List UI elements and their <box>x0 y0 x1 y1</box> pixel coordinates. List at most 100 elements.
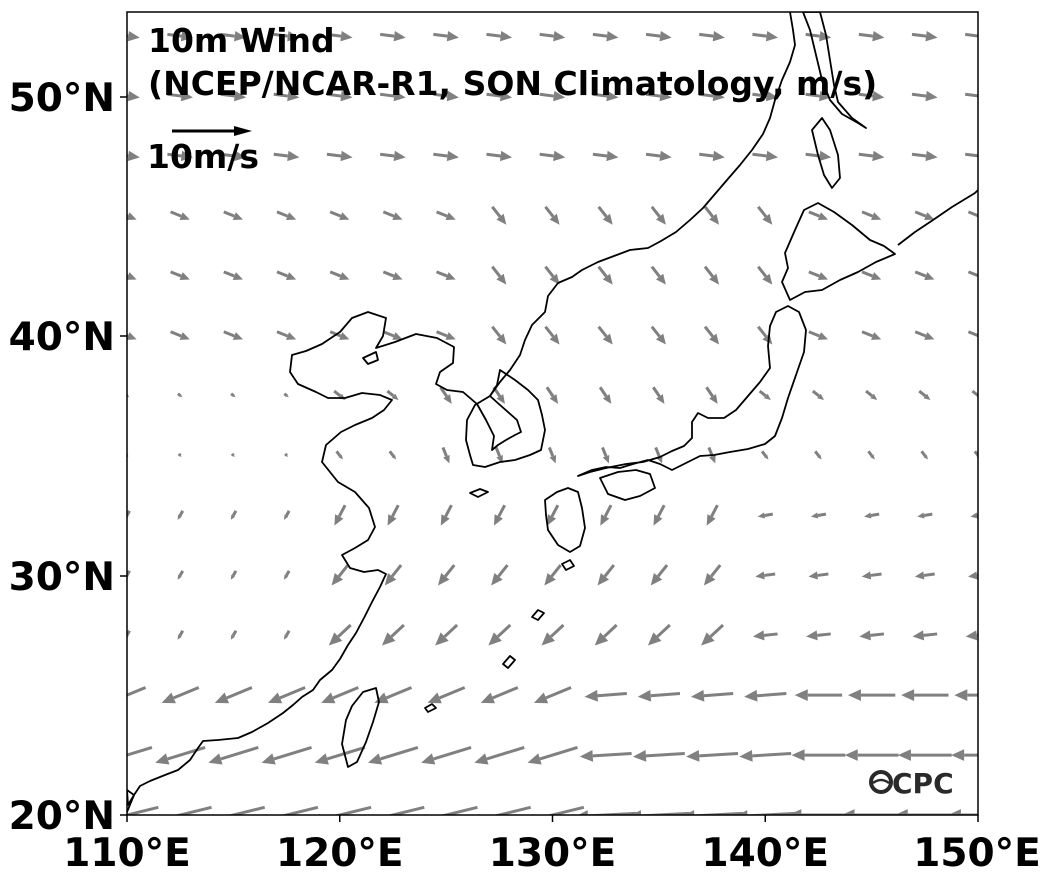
wind-arrow-shaft <box>597 692 627 698</box>
wind-arrow-shaft <box>914 270 927 278</box>
wind-arrow-head <box>924 272 935 280</box>
wind-arrow-shaft <box>914 330 927 338</box>
wind-arrow-head <box>533 692 549 704</box>
wind-arrow-head <box>493 514 503 526</box>
wind-arrow-head <box>794 689 808 701</box>
wind-arrow-head <box>208 753 223 765</box>
wind-arrow-shaft <box>491 325 502 338</box>
wind-arrow-shaft <box>170 210 182 218</box>
wind-arrow-head <box>979 31 991 41</box>
wind-arrow-shaft <box>656 564 669 578</box>
coastline-ryukyu-1 <box>531 609 545 621</box>
reference-vector-key: 10m/s <box>147 126 259 176</box>
wind-arrow-head <box>230 514 235 520</box>
wind-arrow-shaft <box>545 686 572 700</box>
wind-arrow-head <box>232 272 243 280</box>
wind-arrow-shaft <box>923 572 935 577</box>
wind-arrow-head <box>914 571 925 580</box>
wind-arrow-head <box>602 333 613 345</box>
wind-arrow-head <box>763 454 769 460</box>
wind-arrow-head <box>968 571 978 580</box>
wind-arrow-shaft <box>965 152 978 158</box>
wind-arrow-head <box>925 150 938 162</box>
wind-arrow-head <box>437 573 450 586</box>
wind-arrow-shaft <box>652 386 661 398</box>
wind-arrow-shaft <box>273 92 289 98</box>
coastline-shandong-island <box>362 351 379 365</box>
wind-arrow-head <box>817 332 829 340</box>
wind-arrow-head <box>491 573 503 586</box>
wind-arrow-shaft <box>603 564 616 578</box>
wind-arrow-shaft <box>439 386 448 398</box>
wind-arrow-shaft <box>337 504 347 518</box>
wind-arrow-shaft <box>178 629 185 637</box>
wind-arrow-head <box>925 30 938 42</box>
wind-arrow-head <box>287 90 300 102</box>
logo-emblem-icon <box>869 770 893 794</box>
wind-arrow-head <box>232 394 236 398</box>
wind-arrow-head <box>712 90 725 102</box>
wind-arrow-shaft <box>382 330 395 338</box>
wind-arrow-shaft <box>337 564 350 578</box>
wind-arrow-shaft <box>127 34 129 38</box>
wind-arrow-head <box>637 689 652 702</box>
wind-arrow-shaft <box>486 32 501 38</box>
wind-arrow-head <box>924 332 935 340</box>
wind-arrow-head <box>606 30 619 42</box>
wind-arrow-head <box>549 333 560 345</box>
wind-arrow-head <box>321 692 336 704</box>
wind-arrow-head <box>102 753 116 764</box>
wind-arrow-shaft <box>808 270 820 278</box>
wind-arrow-head <box>340 150 353 162</box>
wind-arrow-head <box>549 213 560 225</box>
wind-arrow-head <box>180 150 193 162</box>
wind-vector-field <box>102 30 991 815</box>
wind-arrow-head <box>435 632 449 646</box>
wind-arrow-shaft <box>386 389 395 398</box>
wind-arrow-shaft <box>167 92 182 98</box>
wind-arrow-shaft <box>657 504 666 518</box>
wind-arrow-shaft <box>231 510 238 517</box>
wind-arrow-shaft <box>223 270 235 278</box>
wind-arrow-shaft <box>598 386 608 398</box>
wind-arrow-head <box>594 632 609 646</box>
wind-arrow-shaft <box>494 446 502 457</box>
wind-arrow-head <box>841 809 855 815</box>
wind-arrow-head <box>230 634 235 640</box>
wind-arrow-head <box>284 574 289 580</box>
wind-arrow-shaft <box>805 92 820 98</box>
wind-arrow-head <box>553 90 566 102</box>
wind-arrow-shaft <box>284 452 288 457</box>
wind-arrow-shaft <box>167 152 182 158</box>
y-tick-label-20: 20°N <box>9 794 115 839</box>
wind-arrow-head <box>421 753 436 765</box>
wind-arrow-shaft <box>433 745 472 761</box>
wind-arrow-shaft <box>170 330 182 338</box>
wind-arrow-head <box>287 30 300 42</box>
wind-arrow-head <box>632 750 647 762</box>
wind-arrow-head <box>653 514 663 526</box>
wind-arrow-shaft <box>492 686 519 700</box>
wind-arrow-shaft <box>923 512 933 517</box>
wind-arrow-head <box>817 212 829 221</box>
wind-arrow-shaft <box>231 629 238 637</box>
wind-arrow-shaft <box>379 32 395 38</box>
logo-text: CPC <box>892 767 954 800</box>
wind-arrow-shaft <box>280 805 319 815</box>
wind-arrow-shaft <box>703 205 714 218</box>
wind-arrow-head <box>819 150 832 162</box>
wind-arrow-head <box>339 272 350 280</box>
wind-arrow-head <box>391 454 397 460</box>
wind-arrow-shaft <box>223 330 235 338</box>
wind-arrow-shaft <box>699 32 714 38</box>
wind-arrow-shaft <box>539 152 554 158</box>
wind-arrow-head <box>553 150 566 162</box>
wind-arrow-shaft <box>645 32 661 38</box>
wind-arrow-head <box>817 393 825 400</box>
wind-arrow-shaft <box>326 32 342 38</box>
wind-arrow-head <box>806 630 818 641</box>
wind-arrow-shaft <box>923 632 938 637</box>
wind-arrow-shaft <box>603 623 618 638</box>
wind-arrow-shaft <box>760 450 767 457</box>
wind-arrow-head <box>232 212 243 221</box>
